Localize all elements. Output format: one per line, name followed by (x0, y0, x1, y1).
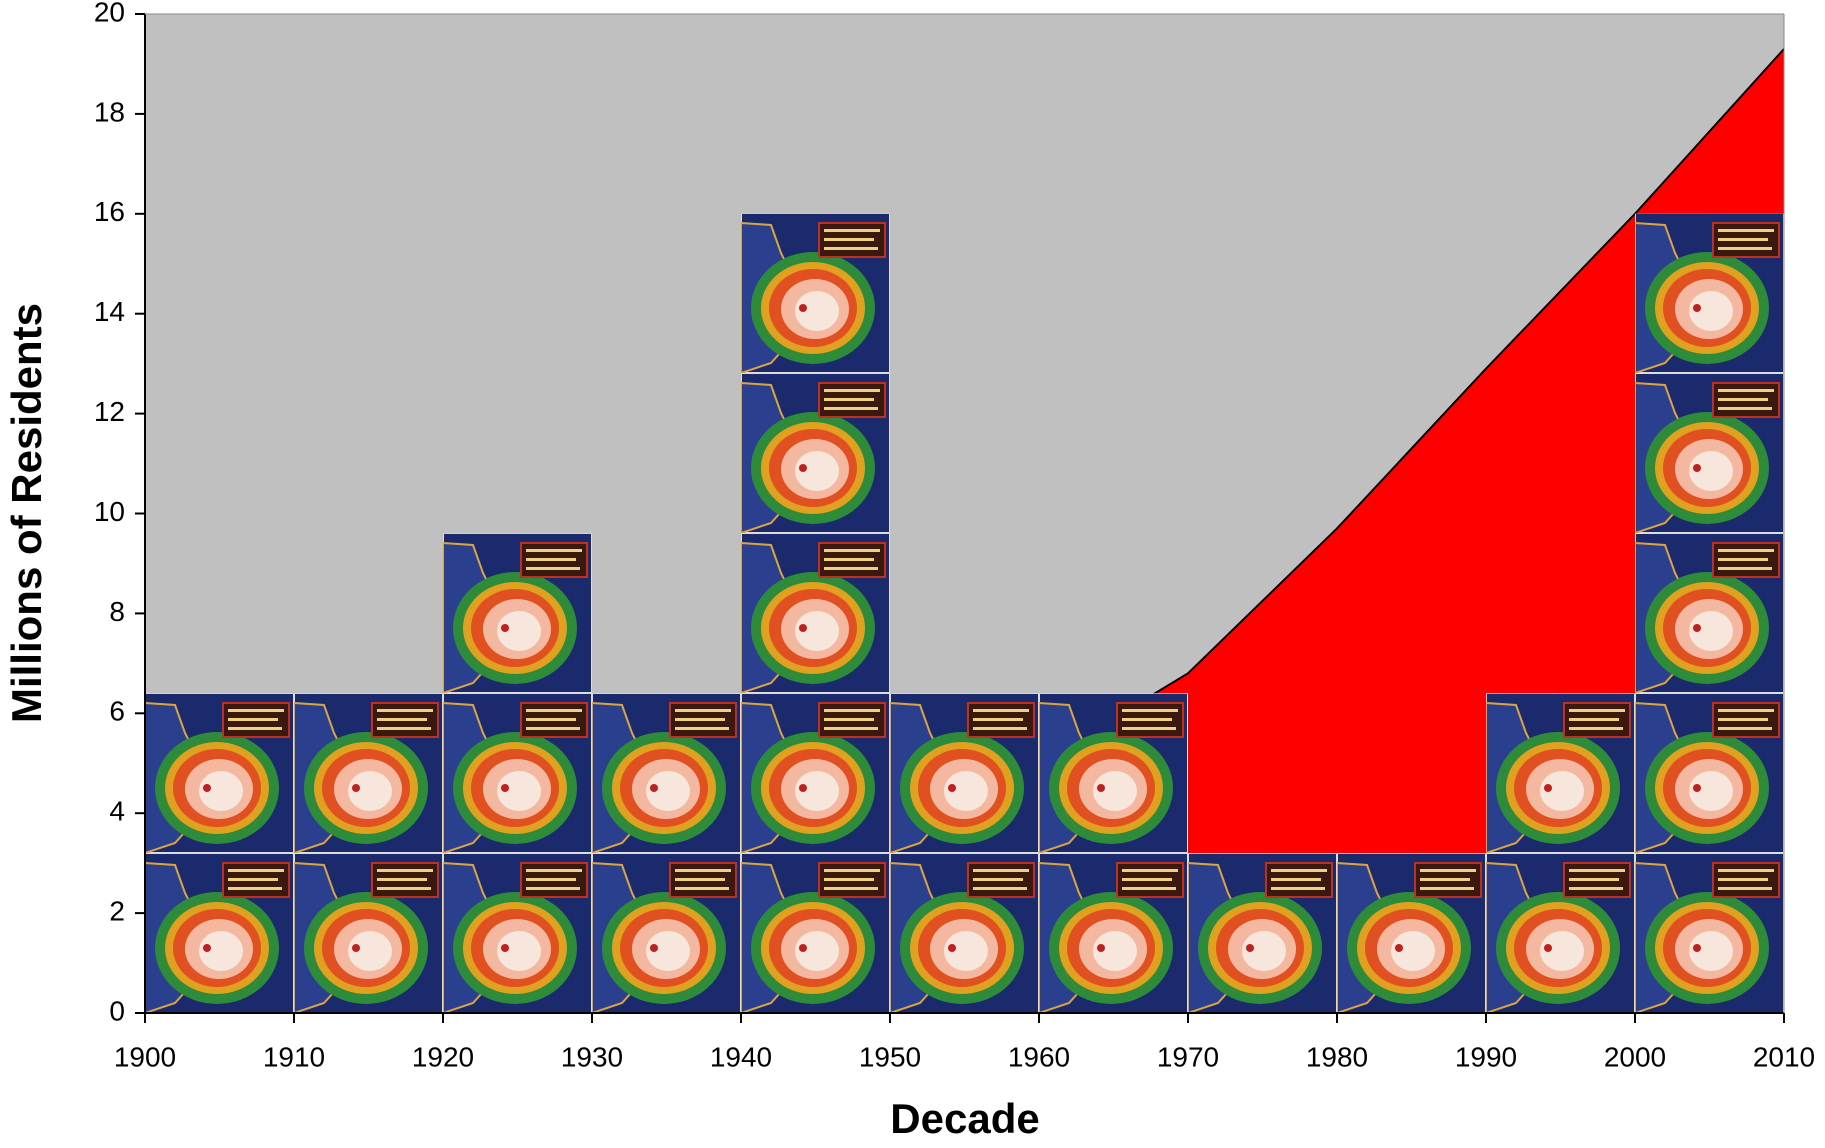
y-tick-label: 2 (109, 895, 125, 926)
x-tick-label: 1970 (1157, 1041, 1219, 1072)
pictograph-bar (592, 693, 741, 1013)
pictograph-bar (1039, 693, 1188, 1013)
pictograph-bar (1486, 693, 1635, 1013)
x-tick-label: 1910 (263, 1041, 325, 1072)
y-tick-label: 0 (109, 995, 125, 1026)
x-axis-title: Decade (890, 1095, 1039, 1142)
y-tick-label: 10 (94, 496, 125, 527)
pictograph-bar (443, 533, 592, 1013)
x-tick-label: 1990 (1455, 1041, 1517, 1072)
y-tick-label: 20 (94, 0, 125, 27)
y-tick-label: 6 (109, 696, 125, 727)
y-tick-label: 14 (94, 296, 125, 327)
pictograph-bar (1635, 213, 1784, 1014)
x-tick-label: 1920 (412, 1041, 474, 1072)
y-axis-title: Millions of Residents (3, 303, 50, 723)
y-tick-label: 4 (109, 796, 125, 827)
pictograph-bar (1188, 853, 1337, 1013)
x-tick-label: 2010 (1753, 1041, 1815, 1072)
x-tick-label: 1960 (1008, 1041, 1070, 1072)
y-tick-label: 8 (109, 596, 125, 627)
pictograph-bar (890, 693, 1039, 1013)
y-tick-label: 18 (94, 96, 125, 127)
x-tick-label: 2000 (1604, 1041, 1666, 1072)
pictograph-bar (145, 693, 294, 1013)
x-tick-label: 1950 (859, 1041, 921, 1072)
pictograph-bar (1337, 853, 1486, 1013)
pictograph-bar (741, 213, 890, 1014)
y-tick-label: 16 (94, 196, 125, 227)
x-tick-label: 1900 (114, 1041, 176, 1072)
area (145, 48, 1784, 1013)
y-tick-label: 12 (94, 396, 125, 427)
x-tick-label: 1930 (561, 1041, 623, 1072)
x-tick-label: 1940 (710, 1041, 772, 1072)
x-tick-label: 1980 (1306, 1041, 1368, 1072)
pictograph-bar (294, 693, 443, 1013)
